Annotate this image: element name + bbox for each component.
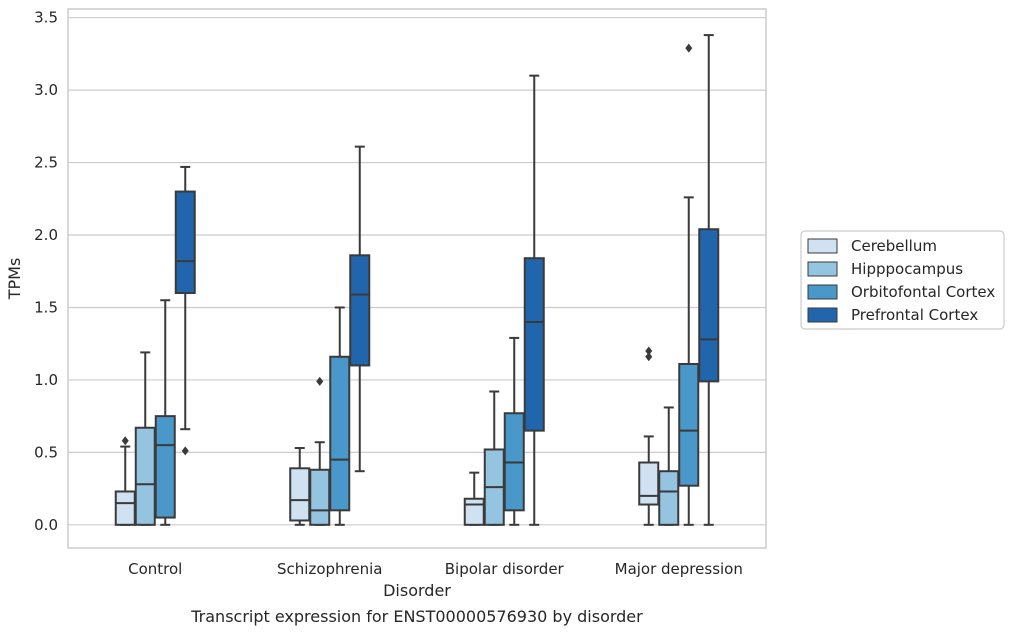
box-orbitofontal-cortex-major-depression <box>678 43 700 526</box>
y-tick-label: 0.0 <box>34 516 58 534</box>
x-tick-label: Major depression <box>615 560 743 578</box>
iqr-box <box>114 490 136 526</box>
iqr-box <box>658 470 680 526</box>
box-prefrontal-cortex-bipolar-disorder <box>523 74 545 526</box>
box-hipppocampus-bipolar-disorder <box>483 390 505 526</box>
outlier-point <box>645 352 653 362</box>
y-axis-label: TPMs <box>5 258 24 301</box>
y-tick-label: 1.0 <box>34 371 58 389</box>
plot-frame <box>67 8 767 549</box>
x-tick-label: Control <box>128 560 182 578</box>
outlier-point <box>121 436 129 446</box>
legend-entry-label: Hipppocampus <box>851 260 963 278</box>
box-hipppocampus-schizophrenia <box>309 376 331 526</box>
box-hipppocampus-major-depression <box>658 406 680 526</box>
box-orbitofontal-cortex-schizophrenia <box>329 306 351 526</box>
iqr-box <box>349 254 371 367</box>
box-orbitofontal-cortex-bipolar-disorder <box>503 336 525 526</box>
iqr-box <box>289 467 311 522</box>
outlier-point <box>181 446 189 456</box>
box-prefrontal-cortex-control <box>174 165 196 456</box>
y-tick-label: 2.0 <box>34 226 58 244</box>
x-tick-label: Bipolar disorder <box>445 560 565 578</box>
box-cerebellum-control <box>114 436 136 526</box>
y-tick-label: 0.5 <box>34 443 58 461</box>
box-cerebellum-schizophrenia <box>289 447 311 526</box>
legend-entry-label: Cerebellum <box>851 237 937 255</box>
box-cerebellum-bipolar-disorder <box>463 471 485 526</box>
y-tick-label: 2.5 <box>34 154 58 172</box>
legend-swatch <box>807 284 838 300</box>
iqr-box <box>329 355 351 512</box>
iqr-box <box>463 497 485 526</box>
iqr-box <box>134 426 156 526</box>
iqr-box <box>309 468 331 526</box>
outlier-point <box>316 376 324 386</box>
y-tick-label: 1.5 <box>34 298 58 316</box>
iqr-box <box>638 461 660 506</box>
y-tick-labels: 0.0 0.5 1.0 1.5 2.0 2.5 3.0 3.5 <box>34 9 58 534</box>
figure-caption: Transcript expression for ENST0000057693… <box>190 607 643 626</box>
box-series <box>114 34 720 526</box>
legend-swatch <box>807 307 838 323</box>
legend-entry-label: Prefrontal Cortex <box>851 306 978 324</box>
legend-swatch <box>807 261 838 277</box>
iqr-box <box>174 190 196 294</box>
legend-swatch <box>807 238 838 254</box>
box-cerebellum-major-depression <box>638 346 660 526</box>
iqr-box <box>698 228 720 383</box>
box-prefrontal-cortex-major-depression <box>698 34 720 526</box>
iqr-box <box>523 257 545 432</box>
x-tick-labels: Control Schizophrenia Bipolar disorder Majo… <box>128 560 743 578</box>
x-tick-label: Schizophrenia <box>277 560 382 578</box>
legend-entry-label: Orbitofontal Cortex <box>851 283 995 301</box>
x-axis-label: Disorder <box>383 581 451 600</box>
box-orbitofontal-cortex-control <box>154 299 176 526</box>
y-tick-label: 3.0 <box>34 81 58 99</box>
outlier-point <box>685 43 693 53</box>
y-tick-label: 3.5 <box>34 9 58 27</box>
box-prefrontal-cortex-schizophrenia <box>349 145 371 473</box>
iqr-box <box>154 415 176 519</box>
legend-frame <box>800 230 1005 330</box>
legend: Cerebellum Hipppocampus Orbitofontal Corte… <box>800 230 1005 330</box>
box-hipppocampus-control <box>134 351 156 526</box>
outlier-point <box>645 346 653 356</box>
iqr-box <box>678 362 700 487</box>
